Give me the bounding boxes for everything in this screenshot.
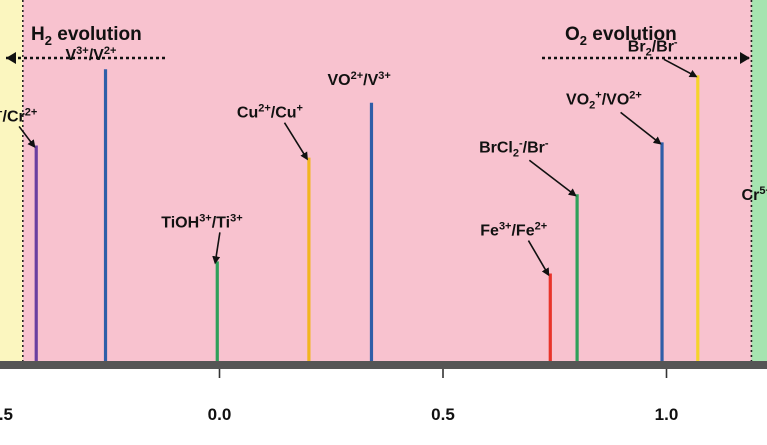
label-couple-7: VO2+/V3+: [327, 70, 390, 89]
x-tick-label-1: - 0.5: [0, 405, 13, 424]
label-couple-5: TiOH3+/Ti3+: [161, 212, 242, 231]
evolution-regions: [0, 0, 767, 364]
label-couple-10: VO2+/VO2+: [566, 89, 642, 111]
region-mid: [22, 0, 752, 364]
x-tick-label-2: 0.0: [208, 405, 232, 424]
o2-evolution-arrow-head: [740, 52, 750, 64]
arrow-couple-9: [528, 159, 577, 197]
region-o2: [751, 0, 767, 364]
x-axis-line: [0, 361, 767, 369]
region-title-h2: H2 evolution: [31, 24, 142, 48]
arrow-couple-5: [212, 232, 221, 265]
label-couple-3: Cr3+/Cr2+: [0, 106, 37, 125]
arrow-couple-6: [283, 122, 308, 161]
x-tick-label-4: 1.0: [655, 405, 679, 424]
arrow-couple-8: [527, 240, 550, 277]
arrow-couple-10: [620, 111, 662, 145]
label-couple-12: Cr5+/Cr4+: [742, 185, 767, 204]
label-couple-6: Cu2+/Cu+: [237, 103, 303, 122]
region-labels: H2 evolution O2 evolution: [6, 24, 750, 64]
h2-evolution-arrow-head: [6, 52, 16, 64]
arrow-couple-3: [18, 125, 36, 149]
region-h2: [0, 0, 23, 364]
x-axis: -1.0- 0.50.00.51.01.52.0: [0, 361, 767, 424]
label-couple-9: BrCl2-/Br-: [479, 137, 549, 159]
label-couple-4: V3+/V2+: [66, 45, 117, 64]
x-tick-label-3: 0.5: [431, 405, 455, 424]
label-couple-11: Br2/Br-: [628, 36, 678, 58]
couple-bars: [34, 69, 700, 362]
label-arrows: [18, 58, 698, 277]
label-couple-8: Fe3+/Fe2+: [480, 221, 547, 240]
region-title-o2: O2 evolution: [565, 24, 677, 48]
arrow-couple-11: [663, 58, 698, 78]
couple-labels: Ti3+/Ti2+Zn2+/ZnS/S2-Cr3+/Cr2+V3+/V2+TiO…: [0, 36, 767, 240]
